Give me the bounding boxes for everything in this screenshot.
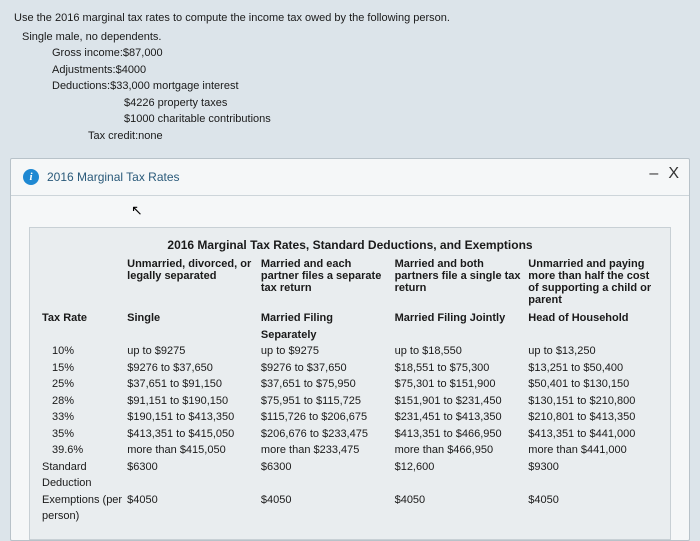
sub-rate: Tax Rate — [42, 312, 87, 324]
cell-c2: $9276 to $37,650 — [261, 360, 395, 377]
window-controls: – X — [649, 165, 679, 183]
cell-c1: more than $415,050 — [127, 442, 261, 459]
subheader-row: Tax Rate Single Married Filing Separatel… — [38, 310, 662, 343]
cell-c1: $413,351 to $415,050 — [127, 426, 261, 443]
table-row: 10%up to $9275up to $9275up to $18,550up… — [38, 343, 662, 360]
header-col3: Married and both partners file a single … — [395, 258, 529, 306]
exemptions-row: Exemptions (per person) $4050 $4050 $405… — [38, 492, 662, 525]
cell-c3: $231,451 to $413,350 — [395, 409, 529, 426]
question-ded3: $1000 charitable contributions — [124, 111, 686, 128]
cell-c2: $115,726 to $206,675 — [261, 409, 395, 426]
cell-c2: more than $233,475 — [261, 442, 395, 459]
info-icon: i — [23, 169, 39, 185]
table-row: 28%$91,151 to $190,150$75,951 to $115,72… — [38, 393, 662, 410]
minimize-icon[interactable]: – — [649, 165, 658, 183]
cell-c4: $13,251 to $50,400 — [528, 360, 662, 377]
cell-c4: up to $13,250 — [528, 343, 662, 360]
cell-c3: $18,551 to $75,300 — [395, 360, 529, 377]
cell-c3: $413,351 to $466,950 — [395, 426, 529, 443]
panel-header: i 2016 Marginal Tax Rates — [11, 159, 689, 196]
std-c2: $6300 — [261, 459, 395, 492]
table-row: 25%$37,651 to $91,150$37,651 to $75,950$… — [38, 376, 662, 393]
cell-c4: $210,801 to $413,350 — [528, 409, 662, 426]
std-c4: $9300 — [528, 459, 662, 492]
close-icon[interactable]: X — [668, 165, 679, 183]
sub-c3: Married Filing Jointly — [395, 312, 506, 324]
exemp-c4: $4050 — [528, 492, 662, 525]
rate-cell: 33% — [38, 409, 127, 426]
header-col1: Unmarried, divorced, or legally separate… — [127, 258, 261, 306]
panel-title: 2016 Marginal Tax Rates — [47, 170, 180, 184]
rows-container: 10%up to $9275up to $9275up to $18,550up… — [38, 343, 662, 459]
cell-c3: $75,301 to $151,900 — [395, 376, 529, 393]
cell-c3: $151,901 to $231,450 — [395, 393, 529, 410]
header-col2: Married and each partner files a separat… — [261, 258, 395, 306]
cell-c2: up to $9275 — [261, 343, 395, 360]
cell-c2: $75,951 to $115,725 — [261, 393, 395, 410]
cell-c3: up to $18,550 — [395, 343, 529, 360]
cell-c4: $413,351 to $441,000 — [528, 426, 662, 443]
rate-cell: 28% — [38, 393, 127, 410]
std-c3: $12,600 — [395, 459, 529, 492]
question-filing: Single male, no dependents. — [22, 29, 686, 46]
cursor-icon: ↖ — [131, 202, 689, 219]
rate-cell: 15% — [38, 360, 127, 377]
cell-c1: $9276 to $37,650 — [127, 360, 261, 377]
sub-c1: Single — [127, 312, 160, 324]
tax-rates-panel: – X i 2016 Marginal Tax Rates ↖ 2016 Mar… — [10, 158, 690, 541]
exemp-c1: $4050 — [127, 492, 261, 525]
header-col4: Unmarried and paying more than half the … — [528, 258, 662, 306]
question-intro: Use the 2016 marginal tax rates to compu… — [14, 10, 686, 27]
cell-c1: $190,151 to $413,350 — [127, 409, 261, 426]
rate-cell: 10% — [38, 343, 127, 360]
table-title: 2016 Marginal Tax Rates, Standard Deduct… — [38, 238, 662, 252]
table-row: 33%$190,151 to $413,350$115,726 to $206,… — [38, 409, 662, 426]
rate-cell: 39.6% — [38, 442, 127, 459]
cell-c1: $91,151 to $190,150 — [127, 393, 261, 410]
sub-c4: Head of Household — [528, 312, 628, 324]
table-row: 15%$9276 to $37,650$9276 to $37,650$18,5… — [38, 360, 662, 377]
table-row: 39.6%more than $415,050more than $233,47… — [38, 442, 662, 459]
question-gross: Gross income:$87,000 — [52, 45, 686, 62]
exemp-label: Exemptions (per person) — [38, 492, 127, 525]
rate-cell: 35% — [38, 426, 127, 443]
cell-c4: $50,401 to $130,150 — [528, 376, 662, 393]
table-header-row: Unmarried, divorced, or legally separate… — [38, 258, 662, 306]
exemp-c3: $4050 — [395, 492, 529, 525]
header-blank — [38, 258, 127, 306]
cell-c3: more than $466,950 — [395, 442, 529, 459]
rate-cell: 25% — [38, 376, 127, 393]
question-block: Use the 2016 marginal tax rates to compu… — [0, 0, 700, 158]
cell-c2: $206,676 to $233,475 — [261, 426, 395, 443]
sub-c2: Married Filing Separately — [261, 312, 333, 341]
table-row: 35%$413,351 to $415,050$206,676 to $233,… — [38, 426, 662, 443]
question-adjustments: Adjustments:$4000 — [52, 62, 686, 79]
cell-c1: $37,651 to $91,150 — [127, 376, 261, 393]
std-label: Standard Deduction — [38, 459, 127, 492]
question-credit: Tax credit:none — [88, 128, 686, 145]
std-c1: $6300 — [127, 459, 261, 492]
cell-c2: $37,651 to $75,950 — [261, 376, 395, 393]
cell-c1: up to $9275 — [127, 343, 261, 360]
tax-table: 2016 Marginal Tax Rates, Standard Deduct… — [29, 227, 671, 540]
exemp-c2: $4050 — [261, 492, 395, 525]
cell-c4: more than $441,000 — [528, 442, 662, 459]
question-ded2: $4226 property taxes — [124, 95, 686, 112]
cell-c4: $130,151 to $210,800 — [528, 393, 662, 410]
std-deduction-row: Standard Deduction $6300 $6300 $12,600 $… — [38, 459, 662, 492]
question-deductions: Deductions:$33,000 mortgage interest — [52, 78, 686, 95]
